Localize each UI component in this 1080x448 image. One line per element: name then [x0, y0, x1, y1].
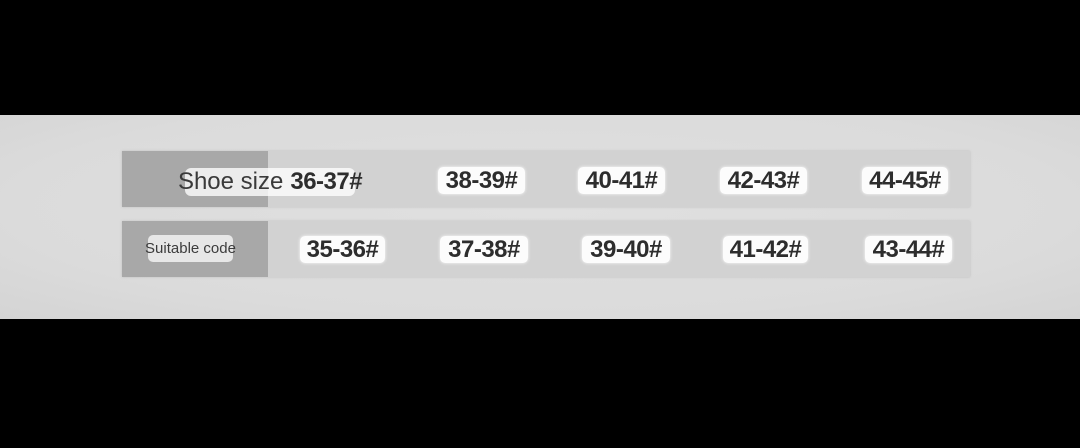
- size-value-badge: 40-41#: [578, 167, 665, 194]
- size-value-badge: 39-40#: [582, 236, 670, 263]
- size-chart-panel: Shoe size 36-37# 38-39# 40-41# 42-43# 44…: [0, 115, 1080, 319]
- shoe-size-label-text: Shoe size: [177, 168, 284, 195]
- size-value-badge: 35-36#: [300, 236, 385, 263]
- shoe-size-label: Shoe size 36-37#: [178, 168, 363, 196]
- size-row-suitable-code: Suitable code 35-36# 37-38# 39-40# 41-42…: [122, 221, 970, 277]
- suitable-code-label: Suitable code: [145, 235, 236, 262]
- size-value-badge: 42-43#: [720, 167, 807, 194]
- bottom-letterbox-band: [0, 319, 1080, 448]
- top-letterbox-band: [0, 0, 1080, 115]
- size-value-badge: 44-45#: [862, 167, 948, 194]
- size-value-badge: 41-42#: [723, 236, 808, 263]
- size-row-shoe-size: Shoe size 36-37# 38-39# 40-41# 42-43# 44…: [122, 151, 970, 207]
- size-value-badge: 37-38#: [440, 236, 528, 263]
- size-value-badge: 43-44#: [865, 236, 952, 263]
- size-value-36-37: 36-37#: [290, 168, 363, 195]
- size-value-badge: 38-39#: [438, 167, 525, 194]
